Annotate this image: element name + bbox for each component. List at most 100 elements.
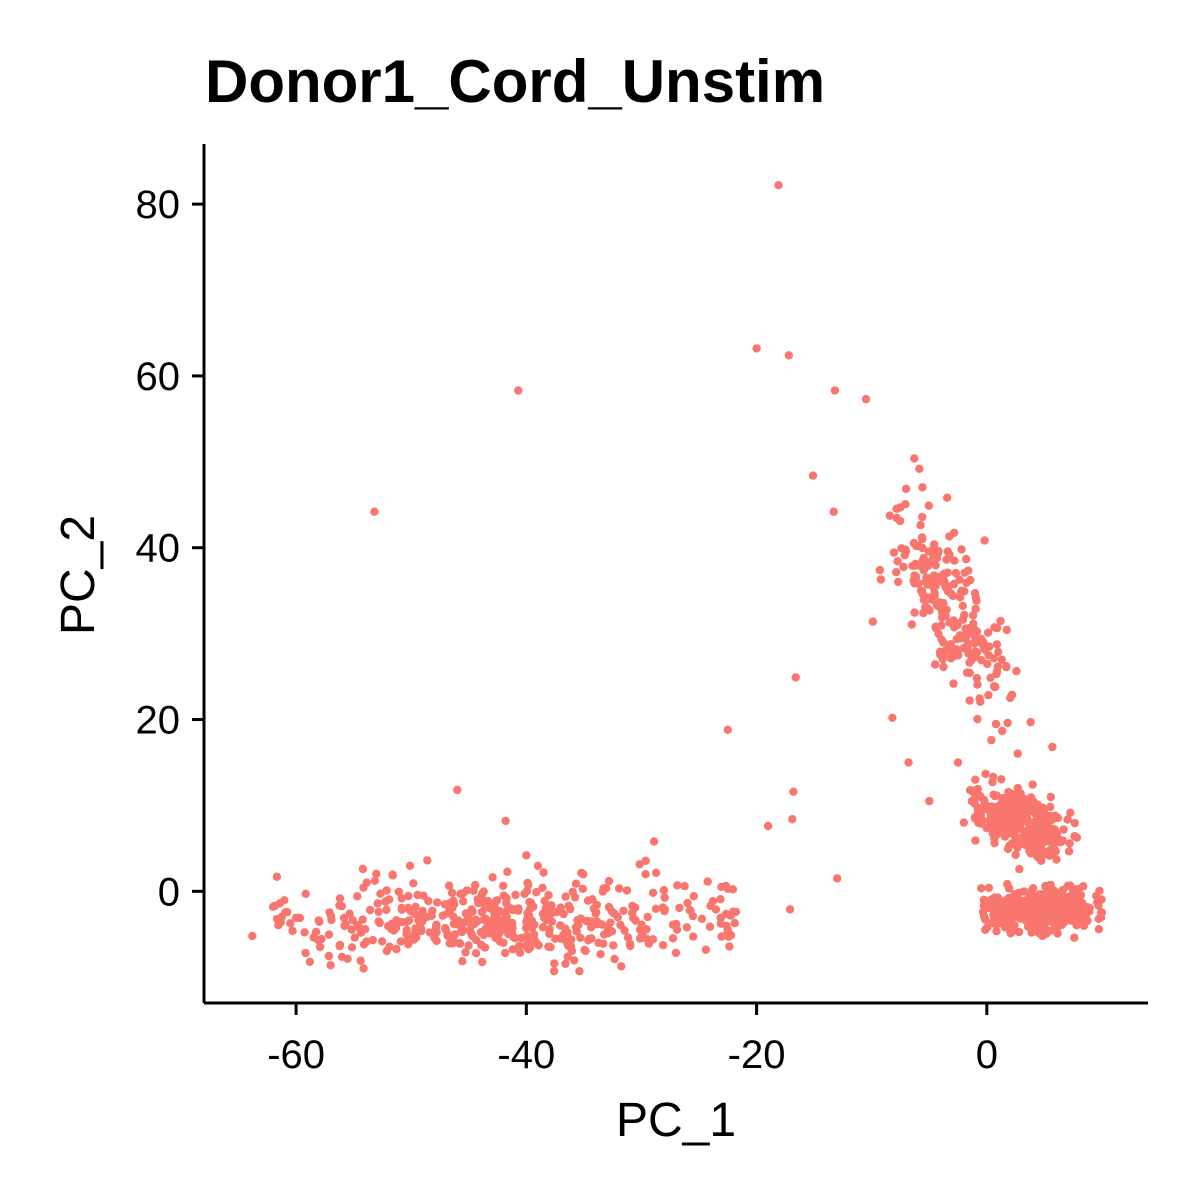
data-point xyxy=(599,939,608,948)
data-point xyxy=(432,928,441,937)
data-point xyxy=(943,493,952,502)
data-point xyxy=(945,550,954,559)
data-point xyxy=(1033,811,1042,820)
data-point xyxy=(971,775,980,784)
data-point xyxy=(1036,824,1046,833)
data-point xyxy=(949,616,958,625)
data-point xyxy=(672,919,681,929)
data-point xyxy=(581,946,590,956)
data-point xyxy=(788,815,797,824)
data-point xyxy=(996,904,1005,913)
data-point xyxy=(619,906,628,915)
data-point xyxy=(578,884,587,893)
data-point xyxy=(992,623,1002,633)
data-point xyxy=(829,507,838,516)
data-point xyxy=(1095,886,1104,895)
data-point xyxy=(995,917,1004,926)
data-point xyxy=(1046,837,1055,846)
data-point xyxy=(603,929,613,938)
data-point xyxy=(408,933,417,943)
data-point xyxy=(668,934,678,943)
data-point xyxy=(520,889,529,898)
data-point xyxy=(994,647,1003,657)
data-point xyxy=(525,905,534,914)
data-point xyxy=(335,894,345,903)
data-point xyxy=(472,935,481,945)
data-point xyxy=(978,907,988,916)
data-point xyxy=(479,930,488,940)
data-point xyxy=(686,906,695,915)
data-point xyxy=(958,615,968,624)
x-tick-label: -40 xyxy=(497,1033,555,1077)
data-point xyxy=(949,679,958,688)
x-axis-ticks: -60 -40 -20 0 xyxy=(267,1003,998,1077)
data-point xyxy=(894,577,903,587)
data-point xyxy=(910,561,920,570)
data-point xyxy=(973,784,983,794)
data-point xyxy=(1027,900,1036,909)
data-point xyxy=(957,586,966,595)
data-point xyxy=(917,533,927,542)
data-point xyxy=(549,966,559,976)
data-point xyxy=(570,956,579,965)
data-point xyxy=(514,906,523,915)
data-point xyxy=(324,951,333,961)
data-point xyxy=(377,937,387,946)
data-point xyxy=(1006,911,1015,920)
data-point xyxy=(423,856,432,865)
data-point xyxy=(1082,903,1092,912)
data-point xyxy=(268,902,278,911)
data-point xyxy=(888,713,897,722)
data-point xyxy=(658,903,667,912)
data-point xyxy=(300,928,309,937)
data-point xyxy=(301,948,310,958)
data-point xyxy=(1045,851,1054,860)
data-point xyxy=(1096,908,1106,917)
data-point xyxy=(1063,815,1072,824)
data-point xyxy=(538,923,548,932)
data-point xyxy=(623,933,633,942)
data-point xyxy=(1039,838,1048,847)
data-point xyxy=(909,576,918,585)
data-point xyxy=(973,680,982,689)
data-point xyxy=(992,670,1001,679)
data-point xyxy=(402,917,411,927)
data-point xyxy=(706,901,715,911)
data-point xyxy=(488,873,497,882)
data-point xyxy=(305,957,315,966)
data-point xyxy=(314,936,323,945)
data-point xyxy=(1051,925,1061,934)
data-point xyxy=(951,568,961,578)
data-point xyxy=(659,885,669,895)
data-point xyxy=(989,654,999,663)
data-point xyxy=(961,632,970,642)
data-point xyxy=(501,948,510,958)
data-point xyxy=(576,914,585,923)
data-point xyxy=(970,589,980,598)
data-point xyxy=(900,551,909,560)
data-point xyxy=(1056,838,1065,847)
data-point xyxy=(752,344,761,353)
data-point xyxy=(563,952,572,961)
data-point xyxy=(1024,825,1034,834)
data-point xyxy=(584,934,594,944)
data-point xyxy=(932,553,942,563)
data-point xyxy=(248,931,257,941)
data-point xyxy=(286,919,295,928)
data-point xyxy=(538,883,547,892)
data-point xyxy=(916,586,926,595)
data-point xyxy=(1016,912,1025,921)
data-point xyxy=(418,917,427,926)
data-point xyxy=(1063,881,1072,891)
data-point xyxy=(983,628,993,637)
data-point xyxy=(460,918,469,927)
data-point xyxy=(281,908,290,917)
data-point xyxy=(962,668,972,677)
data-point xyxy=(964,566,973,575)
data-point xyxy=(925,796,934,806)
data-point xyxy=(1079,914,1088,923)
data-point xyxy=(716,919,726,928)
data-point xyxy=(570,893,580,902)
data-point xyxy=(359,940,369,949)
data-point xyxy=(671,948,681,958)
